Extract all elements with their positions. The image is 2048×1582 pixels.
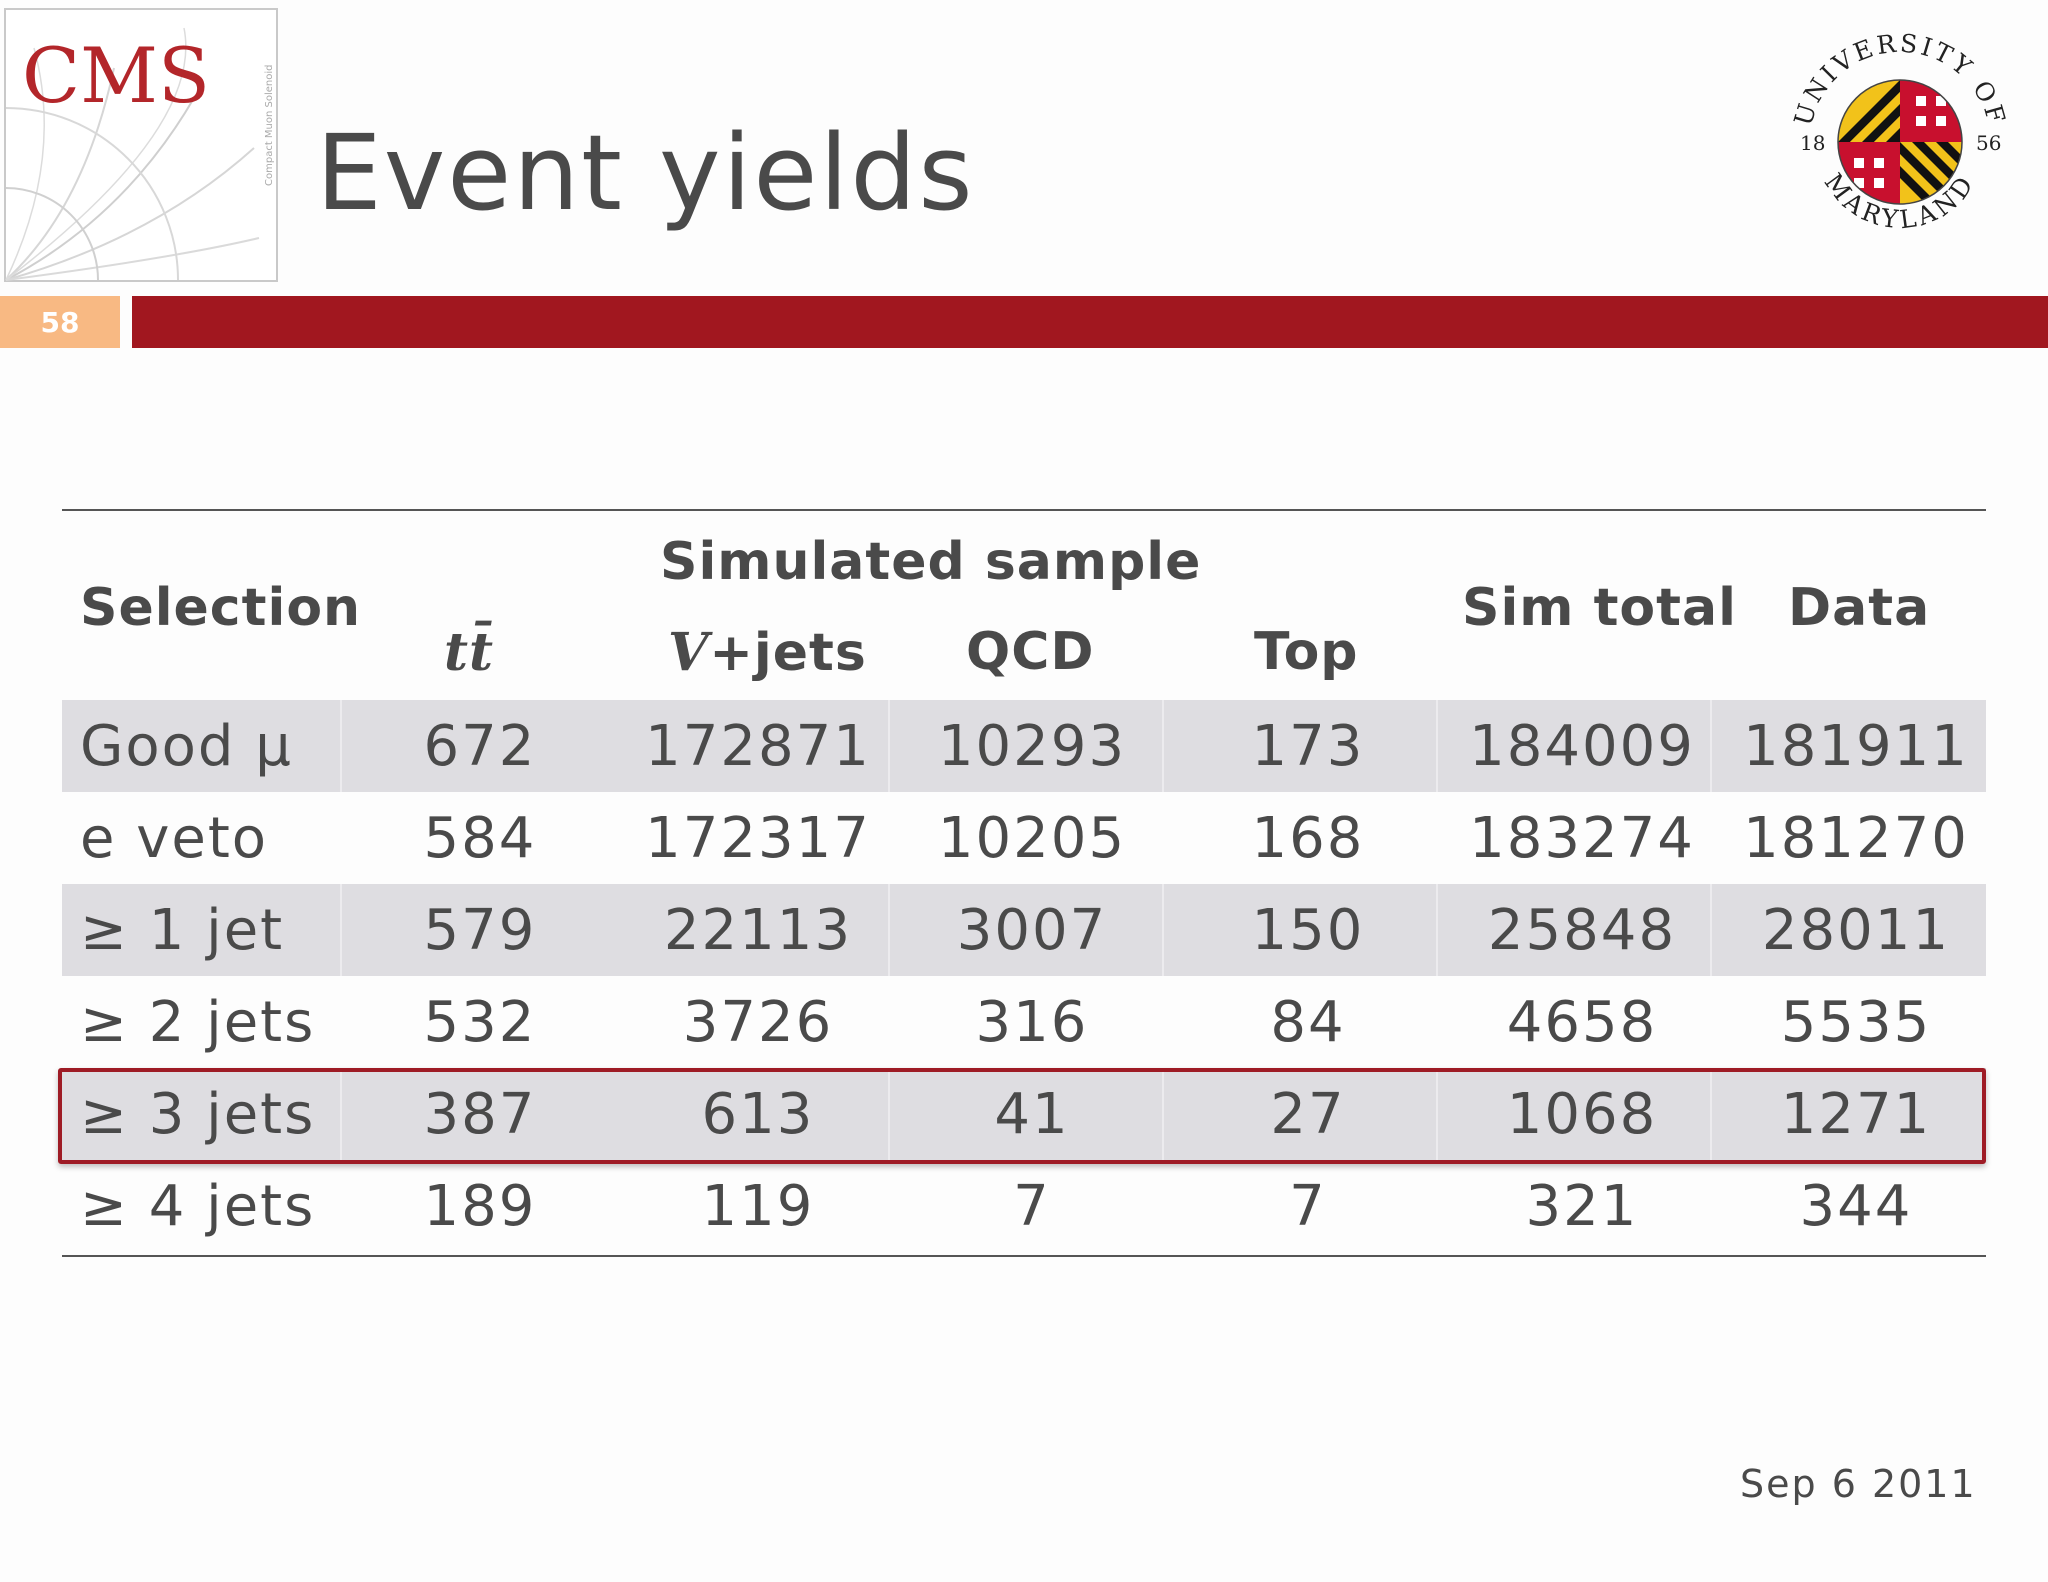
cell-vjets: 119 xyxy=(701,1174,815,1239)
cell-divider xyxy=(340,884,342,976)
table-row: ≥ 4 jets 189 119 7 7 321 344 xyxy=(62,1160,1986,1252)
umd-seal-graphic: UNIVERSITY OF MARYLAND 18 56 xyxy=(1788,29,2008,235)
cell-tt: 579 xyxy=(423,898,537,963)
cell-data: 181911 xyxy=(1743,714,1969,779)
cell-divider xyxy=(1162,1068,1164,1160)
table-row: e veto 584 172317 10205 168 183274 181270 xyxy=(62,792,1986,884)
col-header-selection: Selection xyxy=(80,578,362,638)
header-accent-bar xyxy=(132,296,2048,348)
cell-qcd: 41 xyxy=(994,1082,1070,1147)
cell-top: 168 xyxy=(1251,806,1365,871)
cell-selection: ≥ 2 jets xyxy=(80,990,316,1055)
cms-logo: CMS Compact Muon Solenoid xyxy=(4,8,278,282)
table-top-rule xyxy=(62,509,1986,511)
slide-number: 58 xyxy=(0,296,120,348)
cell-top: 27 xyxy=(1270,1082,1346,1147)
cell-divider xyxy=(1436,700,1438,792)
cell-data: 28011 xyxy=(1761,898,1951,963)
cell-data: 1271 xyxy=(1780,1082,1932,1147)
cell-qcd: 10205 xyxy=(937,806,1127,871)
cell-vjets: 613 xyxy=(701,1082,815,1147)
cell-divider xyxy=(1710,884,1712,976)
cell-divider xyxy=(1162,884,1164,976)
cell-tt: 672 xyxy=(423,714,537,779)
cell-divider xyxy=(1710,1068,1712,1160)
group-header-simulated-sample: Simulated sample xyxy=(660,532,1202,592)
cell-sim-total: 4658 xyxy=(1506,990,1658,1055)
cell-tt: 584 xyxy=(423,806,537,871)
cms-logo-graphic: CMS Compact Muon Solenoid xyxy=(4,8,278,282)
cell-tt: 387 xyxy=(423,1082,537,1147)
col-header-vjets: V+jets xyxy=(668,622,867,683)
cell-divider xyxy=(340,700,342,792)
col-header-sim-total: Sim total xyxy=(1462,578,1737,638)
cell-divider xyxy=(888,1068,890,1160)
col-header-data: Data xyxy=(1788,578,1931,638)
col-header-top: Top xyxy=(1254,622,1359,682)
cell-divider xyxy=(1710,700,1712,792)
cell-top: 84 xyxy=(1270,990,1346,1055)
cell-sim-total: 25848 xyxy=(1487,898,1677,963)
cell-divider xyxy=(888,700,890,792)
table-row: ≥ 3 jets 387 613 41 27 1068 1271 xyxy=(62,1068,1986,1160)
cell-divider xyxy=(1436,884,1438,976)
umd-seal: UNIVERSITY OF MARYLAND 18 56 xyxy=(1780,22,2020,262)
cell-qcd: 316 xyxy=(975,990,1089,1055)
cell-divider xyxy=(1162,700,1164,792)
cell-selection: ≥ 1 jet xyxy=(80,898,285,963)
umd-seal-year-left: 18 xyxy=(1800,131,1825,155)
cell-qcd: 7 xyxy=(1013,1174,1051,1239)
cell-vjets: 22113 xyxy=(663,898,853,963)
col-header-tt: tt̄ xyxy=(444,622,495,683)
cell-selection: ≥ 3 jets xyxy=(80,1082,316,1147)
cell-divider xyxy=(888,884,890,976)
col-header-vjets-text: +jets xyxy=(709,623,867,683)
cell-data: 5535 xyxy=(1780,990,1932,1055)
cell-selection: e veto xyxy=(80,806,269,871)
umd-seal-year-right: 56 xyxy=(1976,131,2001,155)
cms-logo-subtext: Compact Muon Solenoid xyxy=(264,65,275,187)
cell-selection: Good μ xyxy=(80,714,293,779)
cell-qcd: 10293 xyxy=(937,714,1127,779)
table-row: ≥ 2 jets 532 3726 316 84 4658 5535 xyxy=(62,976,1986,1068)
cell-tt: 189 xyxy=(423,1174,537,1239)
table-row: Good μ 672 172871 10293 173 184009 181911 xyxy=(62,700,1986,792)
table-bottom-rule xyxy=(62,1255,1986,1257)
cell-tt: 532 xyxy=(423,990,537,1055)
cell-sim-total: 183274 xyxy=(1469,806,1695,871)
cell-qcd: 3007 xyxy=(956,898,1108,963)
footer-date: Sep 6 2011 xyxy=(1740,1462,1977,1506)
cell-vjets: 3726 xyxy=(682,990,834,1055)
cell-top: 150 xyxy=(1251,898,1365,963)
highlight-box-3-jets xyxy=(58,1068,1986,1164)
col-header-qcd: QCD xyxy=(966,622,1095,682)
cell-vjets: 172871 xyxy=(645,714,871,779)
cell-divider xyxy=(340,1068,342,1160)
cell-vjets: 172317 xyxy=(645,806,871,871)
cell-sim-total: 1068 xyxy=(1506,1082,1658,1147)
cell-divider xyxy=(1436,1068,1438,1160)
cell-data: 344 xyxy=(1799,1174,1913,1239)
cell-top: 173 xyxy=(1251,714,1365,779)
table-row: ≥ 1 jet 579 22113 3007 150 25848 28011 xyxy=(62,884,1986,976)
cell-top: 7 xyxy=(1289,1174,1327,1239)
cell-sim-total: 321 xyxy=(1525,1174,1639,1239)
col-header-vjets-v: V xyxy=(668,622,710,683)
cell-selection: ≥ 4 jets xyxy=(80,1174,316,1239)
cms-logo-text: CMS xyxy=(22,31,210,120)
page-title: Event yields xyxy=(316,112,975,234)
cell-sim-total: 184009 xyxy=(1469,714,1695,779)
cell-data: 181270 xyxy=(1743,806,1969,871)
